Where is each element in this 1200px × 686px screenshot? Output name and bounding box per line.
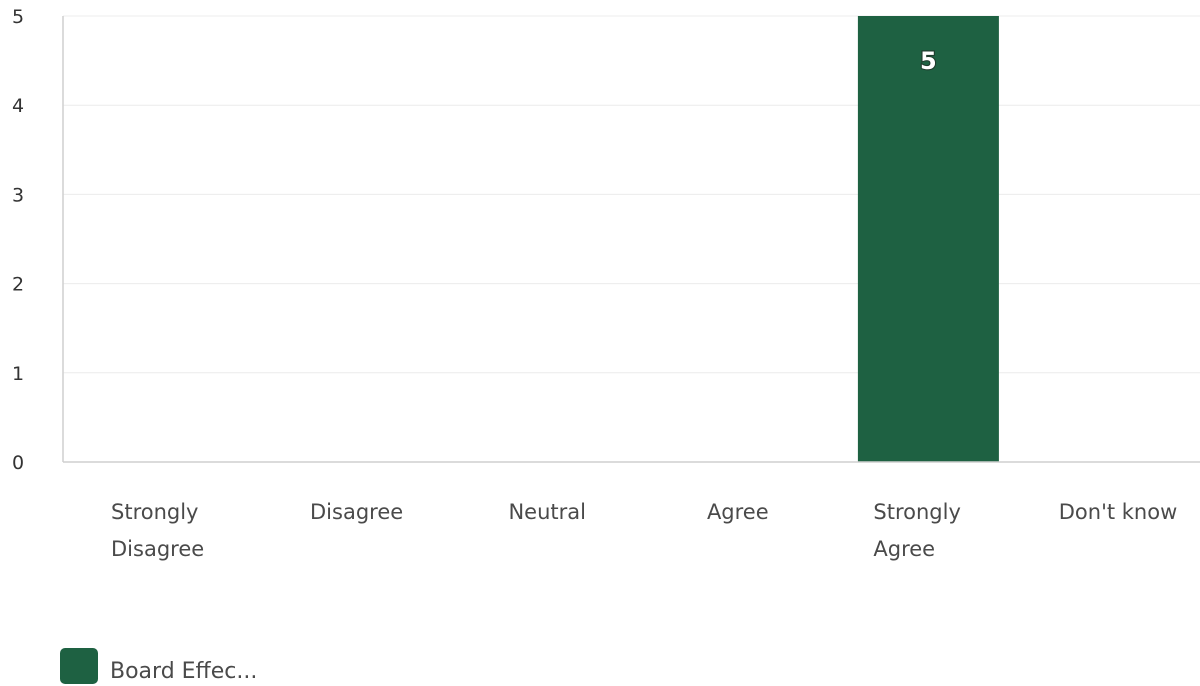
x-axis-ticks: Strongly Disagree Disagree Neutral Agree Stro… [111,500,1177,561]
legend-swatch[interactable] [60,648,98,684]
y-tick-label: 4 [12,95,24,117]
y-axis-ticks: 0 1 2 3 4 5 [12,6,24,474]
legend-label[interactable]: Board Effec... [110,659,257,684]
data-label: 5 [920,47,937,75]
legend[interactable]: Board Effec... [60,648,257,684]
x-tick-label: Agree [707,500,769,524]
y-tick-label: 0 [12,452,24,474]
x-tick-label: Strongly Agree [873,500,961,561]
gridlines [63,15,1200,374]
x-tick-label: Don't know [1059,500,1178,524]
bar-strongly-agree[interactable] [857,16,999,462]
y-tick-label: 2 [12,274,24,296]
y-tick-label: 3 [12,184,24,206]
y-tick-label: 5 [12,6,24,28]
bars [857,16,999,462]
data-labels: 5 [919,46,938,76]
x-tick-label: Neutral [508,500,586,524]
x-tick-label: Strongly Disagree [111,500,204,561]
x-tick-label: Disagree [310,500,403,524]
y-tick-label: 1 [12,363,24,385]
